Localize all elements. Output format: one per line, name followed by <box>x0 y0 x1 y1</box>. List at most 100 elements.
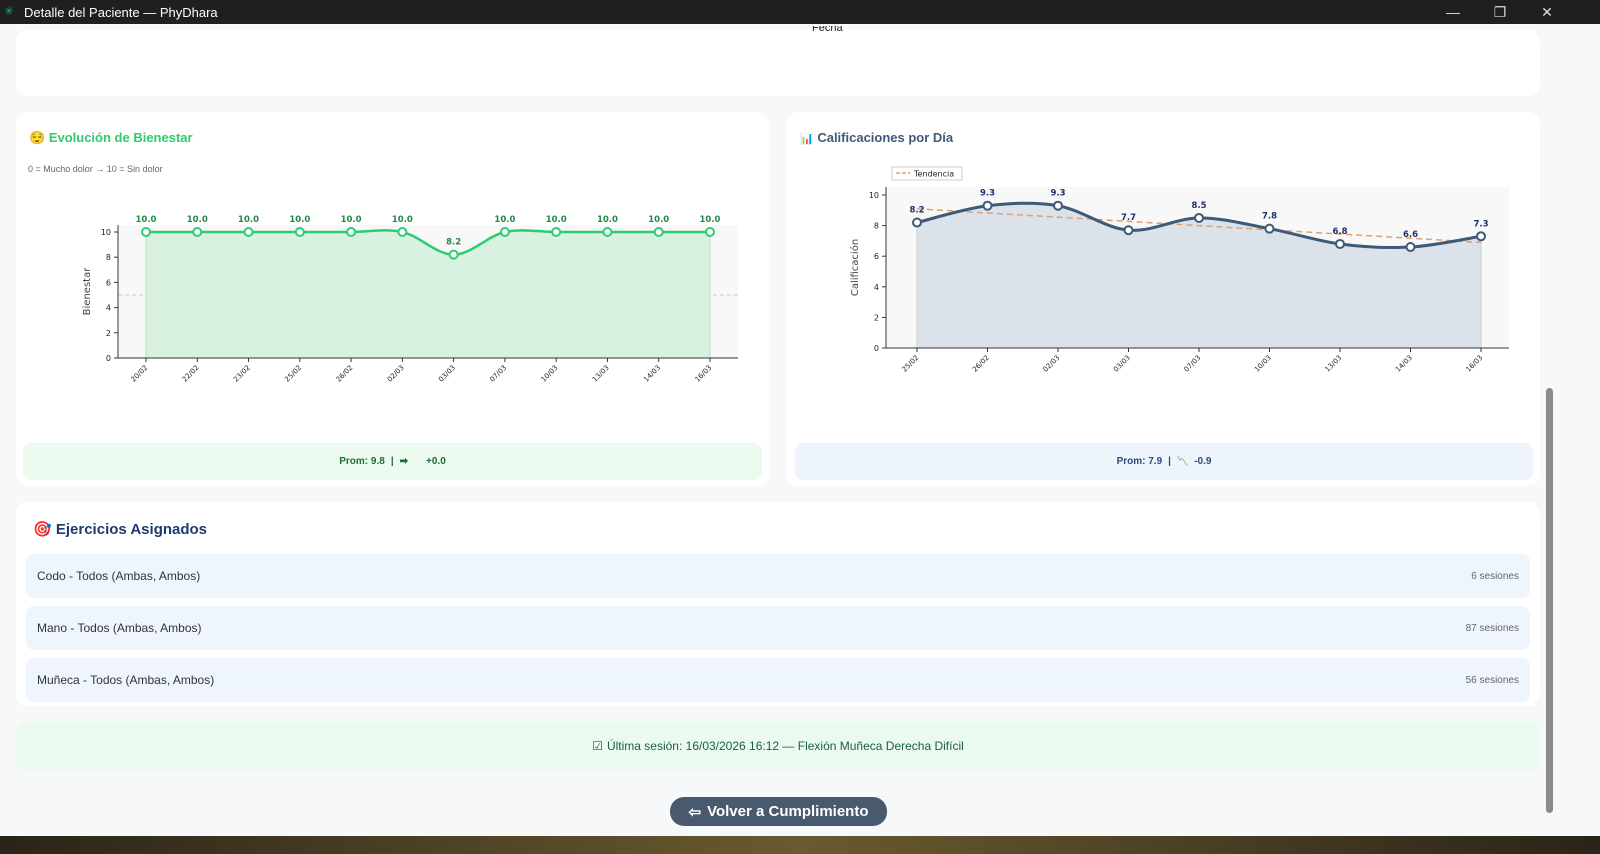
ratings-title-text: Calificaciones por Día <box>817 130 954 145</box>
y-axis-label: Calificación <box>849 239 861 296</box>
data-point <box>346 227 357 237</box>
data-label: 9.3 <box>980 189 995 199</box>
data-label: 9.3 <box>1050 189 1065 199</box>
data-point <box>397 227 408 237</box>
x-tick-label: 26/02 <box>971 354 991 374</box>
x-tick-label: 14/03 <box>1394 354 1414 374</box>
data-label: 10.0 <box>700 215 721 225</box>
legend-box <box>891 166 963 181</box>
exercises-title-text: Ejercicios Asignados <box>55 521 208 538</box>
close-button[interactable]: ✕ <box>1541 3 1553 20</box>
target-icon: 🎯 <box>33 521 52 538</box>
data-label: 10.0 <box>546 215 567 225</box>
relieved-face-icon: 😌 <box>29 130 46 145</box>
chart-decreasing-icon: 📉 <box>1176 456 1189 466</box>
data-point <box>1194 212 1204 223</box>
x-tick-label: 25/02 <box>900 354 920 374</box>
bar-chart-icon: 📊 <box>800 133 814 145</box>
minimize-button[interactable]: — <box>1446 4 1460 20</box>
ratings-chart: 0 2 4 6 8 10 Calificación 25/02 26/02 02/03 03/03 0… <box>849 166 1509 374</box>
wellbeing-trend: +0.0 <box>426 456 446 467</box>
data-label: 7.7 <box>1121 213 1136 223</box>
arrow-right-icon: ➡ <box>399 456 409 467</box>
wellbeing-title: 😌 Evolución de Bienestar <box>29 130 193 146</box>
exercise-sessions: 6 sesiones <box>1471 570 1519 582</box>
data-point <box>982 200 993 211</box>
x-axis-label-cut: Fecha <box>812 26 843 34</box>
data-label: 8.2 <box>446 238 461 248</box>
ratings-summary: Prom: 7.9 | 📉 -0.9 <box>795 443 1533 480</box>
data-label: 7.3 <box>1473 219 1488 229</box>
maximize-button[interactable]: ❐ <box>1493 3 1507 20</box>
exercises-title: 🎯 Ejercicios Asignados <box>33 520 207 538</box>
separator: | <box>390 456 394 467</box>
data-point <box>294 227 305 237</box>
data-point <box>1053 200 1063 211</box>
data-label: 10.0 <box>289 215 310 225</box>
taskbar-strip <box>0 836 1600 854</box>
ratings-trend: -0.9 <box>1194 456 1212 467</box>
wellbeing-subtitle: 0 = Mucho dolor → 10 = Sin dolor <box>28 164 163 174</box>
x-tick-label: 13/03 <box>1323 354 1343 374</box>
data-label: 10.0 <box>187 215 208 225</box>
last-session-banner: ☑ Última sesión: 16/03/2026 16:12 — Flex… <box>16 722 1540 770</box>
x-tick-label: 07/03 <box>1182 354 1202 374</box>
data-label: 10.0 <box>238 215 259 225</box>
data-point <box>448 249 459 260</box>
last-session-text: Última sesión: 16/03/2026 16:12 — Flexió… <box>606 739 964 753</box>
y-tick-label: 4 <box>874 283 879 292</box>
data-point <box>1476 231 1486 242</box>
x-tick-label: 16/03 <box>1464 354 1484 374</box>
data-label: 10.0 <box>597 215 618 225</box>
data-point <box>499 227 510 237</box>
x-tick-label: 03/03 <box>1112 354 1132 374</box>
data-label: 10.0 <box>648 215 669 225</box>
exercise-name: Mano - Todos (Ambas, Ambos) <box>37 621 202 635</box>
back-button-label: Volver a Cumplimiento <box>707 803 869 820</box>
data-point <box>912 217 922 228</box>
data-point <box>243 227 254 237</box>
window-title: Detalle del Paciente — PhyDhara <box>24 4 218 20</box>
x-tick-label: 10/03 <box>1253 354 1273 374</box>
y-tick-label: 10 <box>869 191 879 200</box>
data-point <box>551 227 562 237</box>
data-point <box>602 227 613 237</box>
y-tick-label: 8 <box>874 222 879 231</box>
app-icon: ✳ <box>4 4 15 18</box>
data-point <box>1264 223 1275 234</box>
exercise-name: Muñeca - Todos (Ambas, Ambos) <box>37 673 215 687</box>
back-to-compliance-button[interactable]: ⇦ Volver a Cumplimiento <box>670 797 887 826</box>
data-point <box>653 227 664 237</box>
data-point <box>1405 242 1416 253</box>
data-label: 6.6 <box>1403 230 1418 240</box>
exercise-sessions: 87 sesiones <box>1465 622 1519 634</box>
y-tick-label: 2 <box>106 329 111 338</box>
y-tick-label: 10 <box>101 228 111 237</box>
exercise-item[interactable]: Muñeca - Todos (Ambas, Ambos) 56 sesiones <box>26 658 1530 702</box>
data-point <box>1335 238 1345 249</box>
data-label: 10.0 <box>341 215 362 225</box>
data-point <box>141 227 151 237</box>
check-box-icon: ☑ <box>592 739 603 753</box>
y-tick-label: 0 <box>874 344 879 353</box>
data-label: 10.0 <box>136 215 157 225</box>
exercise-item[interactable]: Mano - Todos (Ambas, Ambos) 87 sesiones <box>26 606 1530 650</box>
separator: | <box>1168 456 1171 467</box>
data-label: 8.5 <box>1191 201 1206 211</box>
data-label: 10.0 <box>494 215 515 225</box>
legend-label: Tendencia <box>913 170 954 179</box>
data-label: 8.2 <box>909 206 924 216</box>
data-point <box>192 227 203 237</box>
exercise-item[interactable]: Codo - Todos (Ambas, Ambos) 6 sesiones <box>26 554 1530 598</box>
exercise-sessions: 56 sesiones <box>1465 674 1519 686</box>
y-tick-label: 6 <box>106 278 111 287</box>
y-tick-label: 8 <box>106 253 111 262</box>
exercise-name: Codo - Todos (Ambas, Ambos) <box>37 569 201 583</box>
back-arrow-icon: ⇦ <box>688 803 702 821</box>
data-point <box>705 227 715 237</box>
wellbeing-summary: Prom: 9.8 | ➡ +0.0 <box>23 443 762 480</box>
y-tick-label: 4 <box>106 304 111 313</box>
wellbeing-title-text: Evolución de Bienestar <box>48 130 193 145</box>
scrollbar-thumb[interactable] <box>1546 388 1553 813</box>
